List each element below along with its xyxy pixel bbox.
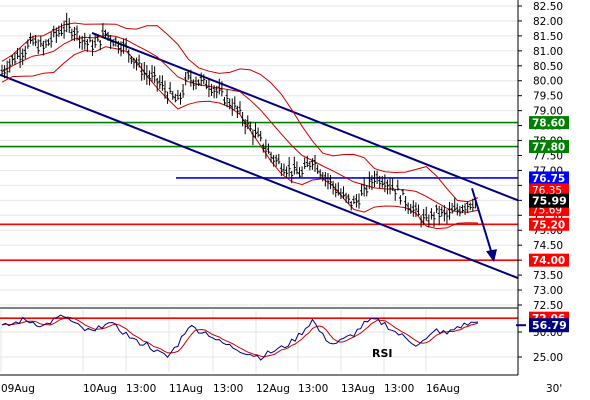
level-tag: [529, 171, 569, 185]
price-tick-label: 77.50: [533, 150, 563, 162]
arrow-head: [486, 249, 497, 263]
level-tag: [529, 140, 569, 154]
rsi-line: [1, 314, 479, 361]
gridlines: [0, 5, 518, 372]
channel-upper-line: [91, 31, 519, 202]
price-tick-label: 82.00: [533, 16, 563, 28]
last-price-label: 75.99: [532, 195, 567, 208]
time-tick-label: 16Aug: [426, 383, 460, 395]
rsi-value-tag: [529, 318, 569, 333]
level-tag-label: 76.75: [532, 173, 565, 185]
price-tick-label: 74.50: [533, 240, 563, 252]
price-tick-label: 81.00: [533, 46, 563, 58]
price-tick-label: 80.00: [533, 76, 563, 88]
price-tick-label: 81.50: [533, 31, 563, 43]
price-tick-label: 82.50: [533, 1, 563, 13]
price-tick-label: 80.50: [533, 61, 563, 73]
trend-channel: [0, 31, 519, 280]
price-tick-label: 73.50: [533, 270, 563, 282]
time-axis: 09Aug 10Aug 13:00 11Aug 13:00 12Aug 13:00 13Aug…: [0, 374, 562, 395]
level-tag: [529, 253, 569, 267]
rsi-panel: RSI: [0, 314, 518, 361]
time-tick-label: 13:00: [213, 383, 243, 395]
rsi-value-label: 56.79: [532, 319, 567, 332]
timeframe-label: 30': [546, 383, 562, 395]
forecast-arrow: [471, 188, 497, 263]
band-tag: [529, 183, 569, 197]
time-tick-label: 09Aug: [1, 383, 35, 395]
rsi-signal-line: [1, 316, 479, 358]
level-tag-label: 78.60: [532, 118, 565, 130]
price-bars: [0, 12, 477, 228]
time-tick-label: 12Aug: [256, 383, 290, 395]
level-tags: 78.6077.8076.7575.2074.0072.0676.3575.69…: [516, 116, 569, 333]
last-price-tag: [529, 193, 569, 208]
rsi-label: RSI: [372, 347, 393, 360]
time-tick-label: 13Aug: [341, 383, 375, 395]
time-tick-label: 11Aug: [169, 383, 203, 395]
time-tick-label: 10Aug: [83, 383, 117, 395]
level-tag: [529, 116, 569, 130]
price-tick-label: 72.50: [533, 300, 563, 312]
bollinger-lower: [1, 46, 479, 230]
time-tick-label: 13:00: [384, 383, 414, 395]
rsi-tick-label: 25.00: [533, 352, 563, 364]
price-tick-label: 79.00: [533, 106, 563, 118]
level-tag-label: 74.00: [532, 255, 565, 267]
price-tick-label: 73.00: [533, 285, 563, 297]
level-tag-label: 75.20: [532, 219, 565, 231]
level-tag: [529, 217, 569, 231]
level-tag-label: 77.80: [532, 142, 565, 154]
time-tick-label: 13:00: [298, 383, 328, 395]
price-tick-label: 79.50: [533, 91, 563, 103]
time-tick-label: 13:00: [126, 383, 156, 395]
arrow-shaft: [471, 188, 493, 255]
channel-lower-line: [0, 73, 519, 280]
bollinger-upper: [1, 22, 479, 203]
